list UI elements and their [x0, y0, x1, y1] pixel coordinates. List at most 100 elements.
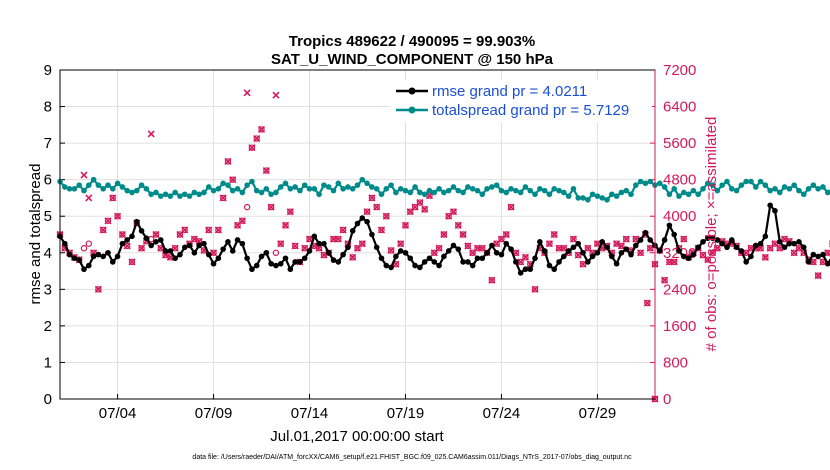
- rmse-point: [325, 249, 332, 256]
- obs-possible-point: [378, 226, 385, 234]
- totalspread-point: [537, 186, 543, 192]
- totalspread-point: [162, 191, 169, 198]
- obs-assimilated-point: [272, 91, 280, 99]
- totalspread-point: [748, 178, 754, 185]
- rmse-point: [565, 248, 572, 254]
- totalspread-point: [498, 187, 505, 194]
- rmse-point: [76, 257, 82, 263]
- totalspread-point: [119, 184, 126, 190]
- rmse-point: [114, 253, 121, 260]
- obs-possible-point: [579, 261, 587, 268]
- rmse-point: [450, 242, 457, 249]
- x-axis-label: Jul.01,2017 00:00:00 start: [270, 428, 444, 445]
- rmse-point: [757, 240, 764, 247]
- totalspread-point: [441, 189, 447, 196]
- totalspread-point: [680, 189, 687, 196]
- obs-assimilated-point: [545, 240, 554, 248]
- totalspread-point: [604, 196, 610, 203]
- obs-possible-point: [258, 126, 265, 133]
- obs-possible-point: [435, 245, 443, 252]
- obs-assimilated-point: [574, 251, 582, 259]
- totalspread-point: [129, 189, 135, 196]
- totalspread-point: [157, 193, 164, 199]
- totalspread-point: [695, 191, 701, 198]
- totalspread-point: [465, 184, 471, 190]
- obs-assimilated-point: [622, 235, 630, 243]
- totalspread-point: [450, 184, 457, 190]
- rmse-point: [781, 244, 788, 251]
- obs-assimilated-point: [128, 258, 136, 266]
- rmse-point: [824, 260, 830, 267]
- totalspread-point: [503, 189, 510, 196]
- obs-assimilated-point: [171, 244, 179, 252]
- obs-possible-point: [450, 208, 457, 215]
- obs-possible-point: [301, 245, 308, 252]
- totalspread-point: [565, 193, 572, 199]
- obs-possible-point: [277, 240, 284, 247]
- obs-possible-point: [507, 203, 515, 211]
- obs-assimilated-point: [238, 217, 246, 225]
- obs-possible-point: [387, 247, 395, 254]
- totalspread-point: [330, 187, 337, 194]
- rmse-point: [484, 249, 490, 256]
- rmse-point: [810, 251, 817, 258]
- rmse-point: [522, 266, 529, 273]
- obs-possible-point: [560, 245, 568, 252]
- obs-assimilated-point: [334, 235, 342, 243]
- rmse-point: [234, 237, 241, 243]
- obs-possible-point: [445, 213, 452, 220]
- totalspread-point: [546, 191, 553, 198]
- rmse-point: [762, 233, 769, 240]
- totalspread-point: [383, 186, 390, 192]
- rmse-point: [445, 248, 452, 254]
- rmse-point: [604, 244, 610, 251]
- obs-possible-point: [85, 240, 92, 247]
- legend-totalspread-label: totalspread grand pr = 5.7129: [432, 102, 629, 119]
- obs-possible-point: [234, 222, 241, 229]
- obs-possible-point: [647, 245, 654, 252]
- obs-possible-point: [368, 194, 376, 202]
- totalspread-point: [148, 191, 154, 198]
- rmse-point: [426, 255, 433, 262]
- obs-assimilated-point: [195, 237, 203, 245]
- y-left-tick-label: 4: [44, 245, 52, 262]
- rmse-point: [752, 242, 759, 249]
- obs-assimilated-point: [281, 221, 290, 229]
- obs-assimilated-point: [277, 240, 285, 248]
- rmse-point: [714, 237, 721, 243]
- rmse-point: [570, 244, 577, 251]
- totalspread-point: [268, 191, 274, 198]
- y-right-tick-label: 1600: [663, 318, 696, 335]
- totalspread-point: [393, 189, 399, 196]
- totalspread-point: [820, 184, 826, 190]
- obs-possible-point: [114, 213, 121, 220]
- rmse-point: [431, 259, 438, 265]
- totalspread-point: [522, 184, 529, 190]
- obs-possible-point: [363, 208, 371, 215]
- obs-assimilated-point: [387, 246, 395, 255]
- rmse-point: [719, 240, 725, 247]
- totalspread-point: [76, 182, 82, 188]
- y-left-tick-label: 9: [44, 62, 52, 79]
- totalspread-point: [292, 184, 298, 190]
- totalspread-point: [700, 186, 706, 192]
- chart-title-line2: SAT_U_WIND_COMPONENT @ 150 hPa: [271, 51, 554, 68]
- y-left-tick-label: 1: [44, 354, 52, 371]
- obs-assimilated-point: [114, 212, 122, 220]
- obs-possible-point: [814, 272, 822, 279]
- obs-possible-point: [584, 245, 592, 252]
- totalspread-point: [469, 186, 476, 192]
- totalspread-point: [493, 182, 500, 188]
- totalspread-point: [297, 187, 303, 194]
- obs-possible-point: [699, 251, 707, 259]
- obs-assimilated-point: [435, 244, 443, 252]
- totalspread-point: [340, 186, 346, 192]
- totalspread-point: [345, 184, 351, 190]
- totalspread-point: [781, 184, 788, 190]
- totalspread-point: [527, 187, 534, 194]
- obs-assimilated-point: [267, 203, 275, 211]
- totalspread-point: [599, 195, 606, 201]
- footnote: data file: /Users/raeder/DAI/ATM_forcXX/…: [192, 454, 632, 461]
- obs-assimilated-point: [776, 244, 784, 252]
- obs-possible-point: [402, 222, 409, 229]
